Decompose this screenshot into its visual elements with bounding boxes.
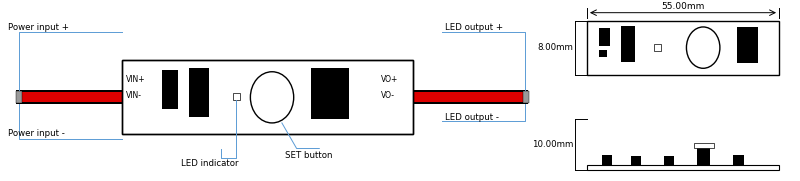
Text: 55.00mm: 55.00mm [662, 2, 705, 11]
Text: VO-: VO- [382, 91, 395, 100]
Text: VIN+: VIN+ [126, 75, 146, 84]
Bar [162, 70, 178, 109]
Text: LED output +: LED output + [446, 23, 503, 32]
Bar [587, 165, 779, 170]
Bar [413, 90, 528, 104]
Bar [16, 91, 22, 103]
Bar [122, 60, 413, 134]
Bar [122, 92, 413, 102]
Bar [311, 68, 349, 119]
Bar [162, 97, 170, 104]
Bar [733, 155, 743, 165]
Bar [233, 93, 239, 100]
Bar [631, 156, 641, 165]
Text: Power input +: Power input + [8, 23, 70, 32]
Text: Power input -: Power input - [8, 129, 65, 138]
Bar [413, 92, 526, 102]
Text: VO+: VO+ [382, 75, 398, 84]
Text: 10.00mm: 10.00mm [532, 140, 574, 149]
Bar [654, 44, 661, 51]
Bar [622, 26, 635, 62]
Bar [18, 92, 122, 102]
Ellipse shape [686, 27, 720, 68]
Bar [16, 91, 22, 103]
Bar [664, 156, 674, 165]
Text: SET button: SET button [285, 151, 332, 160]
Bar [698, 148, 710, 165]
Bar [602, 155, 612, 165]
Bar [599, 28, 610, 46]
Bar [599, 50, 606, 57]
Text: LED indicator: LED indicator [182, 159, 239, 168]
Bar [587, 21, 779, 75]
Text: LED output -: LED output - [446, 113, 499, 121]
Bar [694, 143, 714, 148]
Bar [523, 91, 529, 103]
Bar [737, 28, 758, 63]
Text: 8.00mm: 8.00mm [538, 43, 574, 52]
Bar [122, 90, 413, 104]
Bar [122, 60, 413, 134]
Bar [16, 90, 122, 104]
Bar [190, 68, 209, 117]
Ellipse shape [250, 72, 294, 123]
Text: VIN-: VIN- [126, 91, 142, 100]
